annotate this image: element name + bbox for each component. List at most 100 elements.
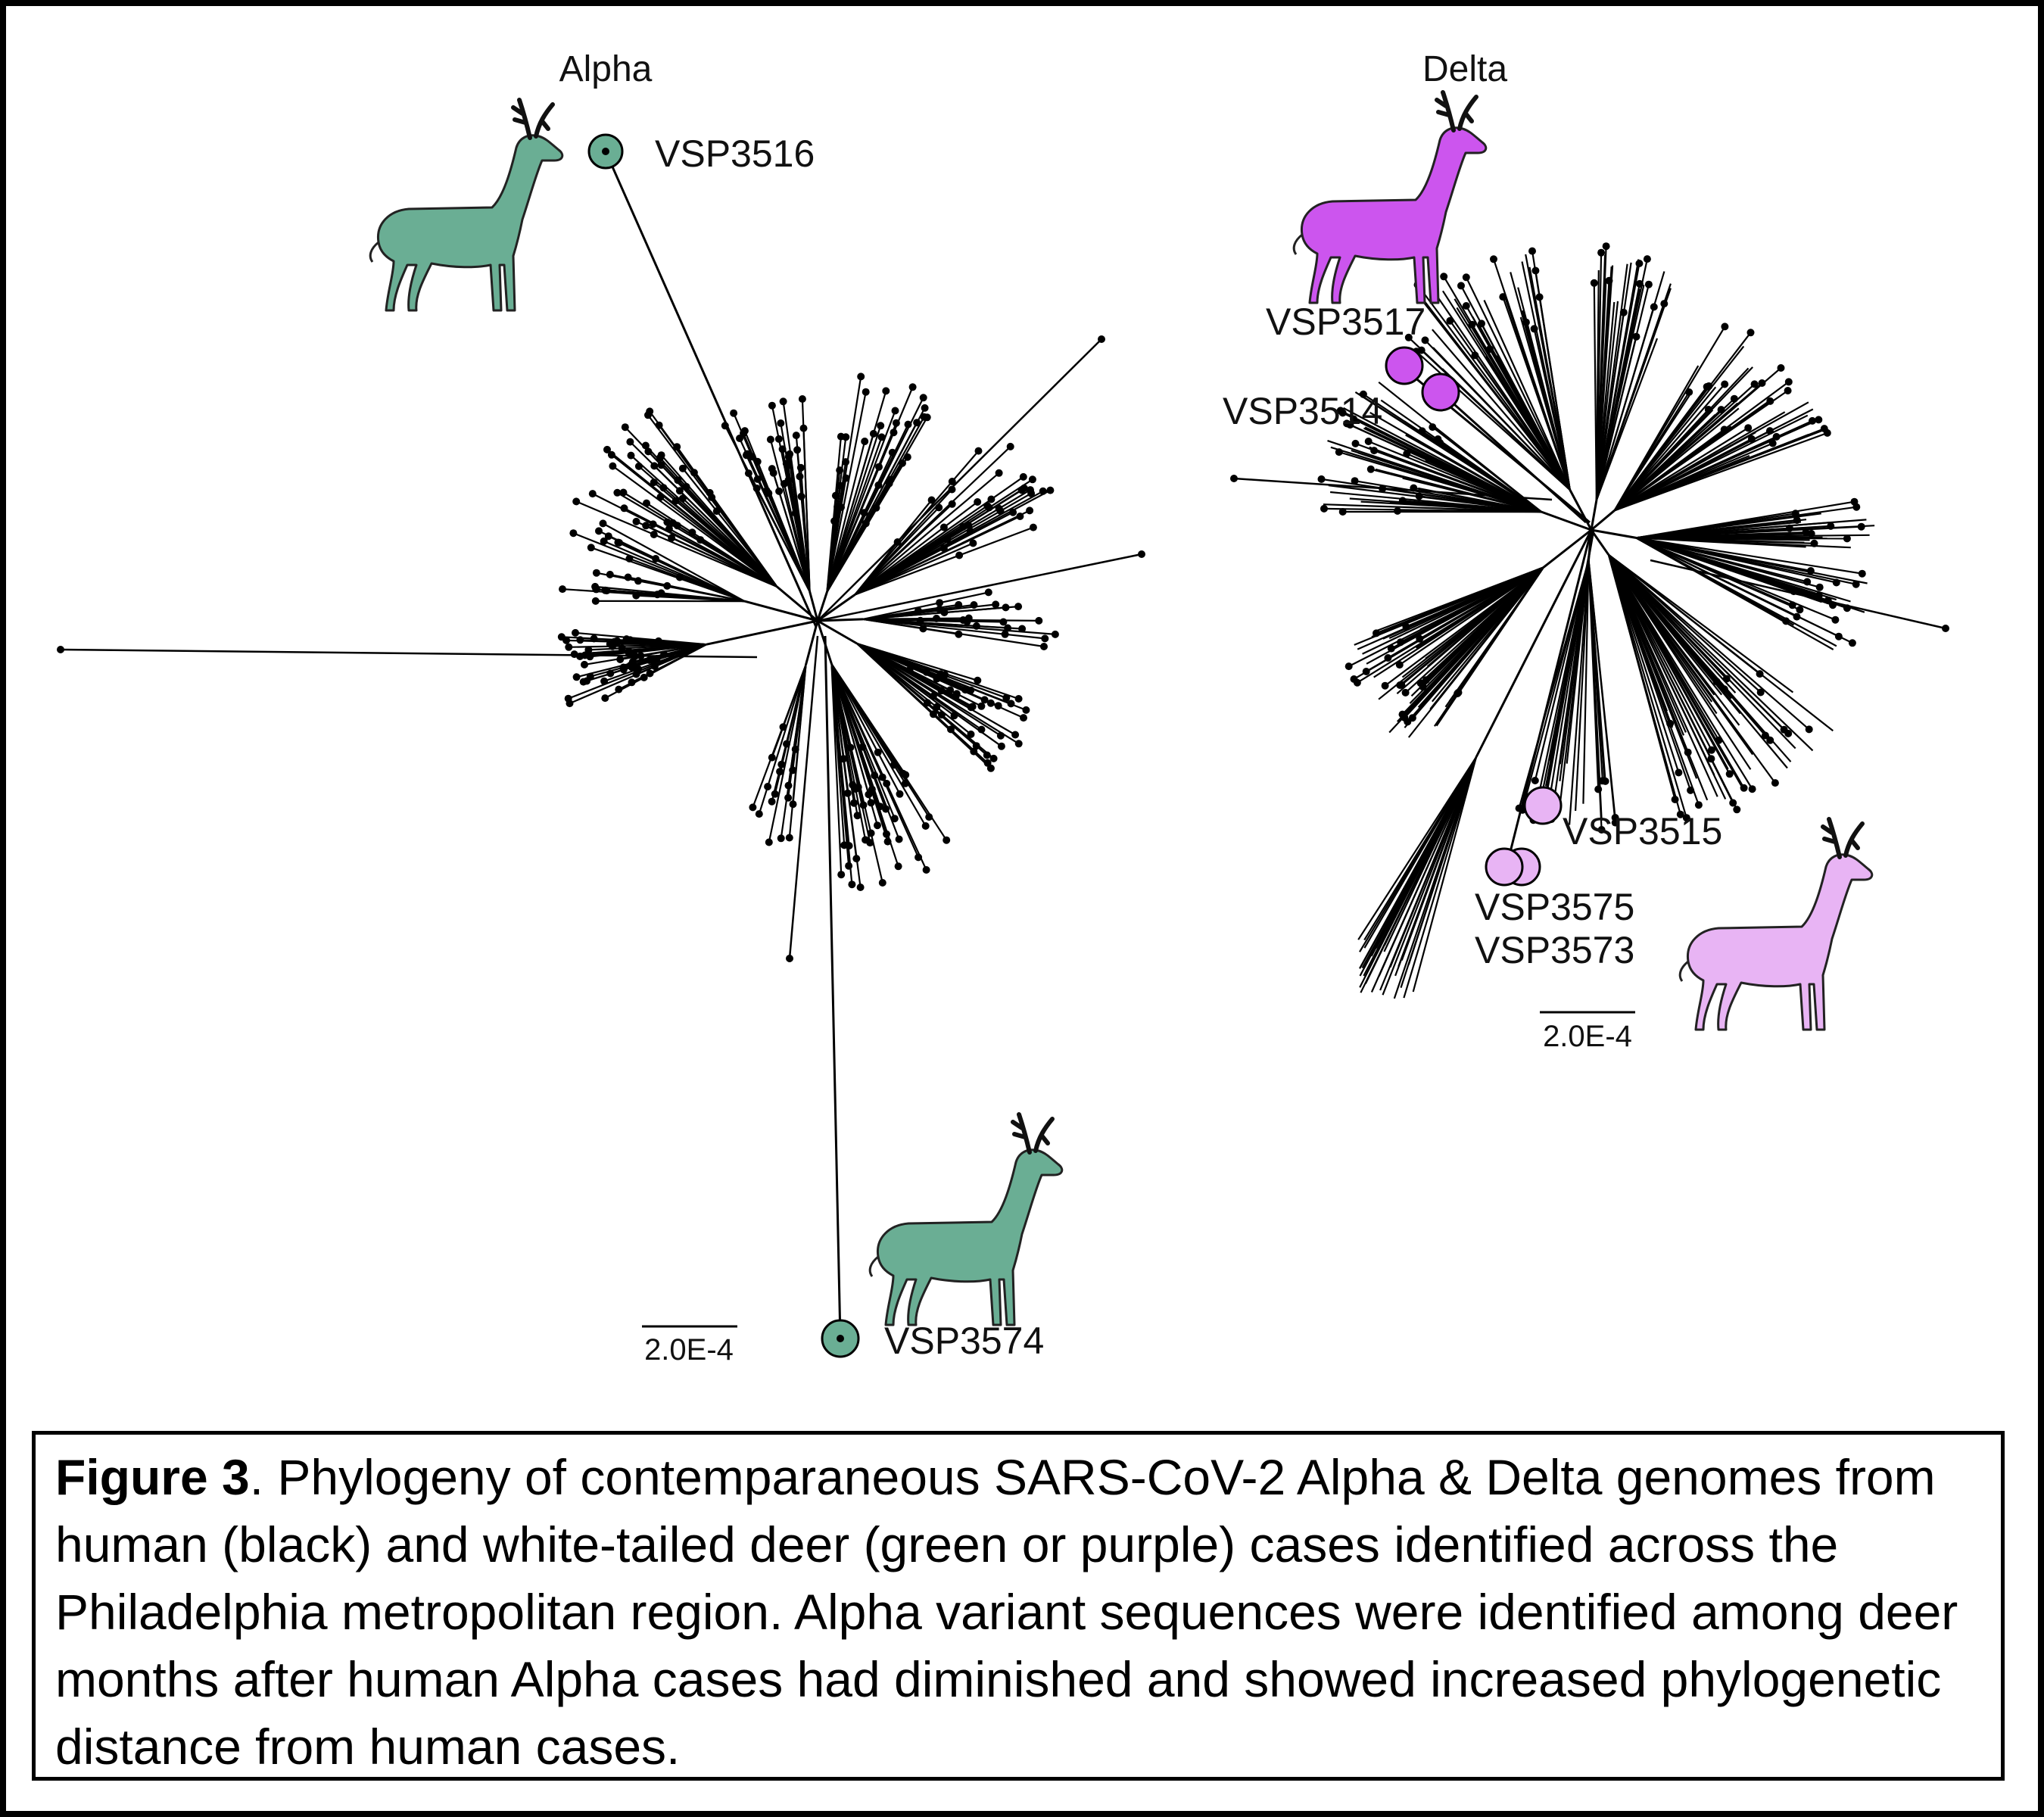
human-tip xyxy=(890,761,898,769)
human-tip xyxy=(969,539,977,547)
human-branch xyxy=(658,425,778,587)
human-tip xyxy=(967,686,975,694)
human-tip xyxy=(1597,826,1606,834)
human-tip xyxy=(885,479,893,488)
human-tip xyxy=(1014,603,1023,611)
human-branch xyxy=(1613,425,1732,512)
human-branch xyxy=(602,522,745,603)
alpha-title: Alpha xyxy=(559,49,653,89)
human-tip xyxy=(730,409,738,417)
human-tip xyxy=(1007,700,1015,708)
human-branch xyxy=(1359,756,1477,977)
human-tip xyxy=(1707,755,1715,763)
human-tip xyxy=(628,678,636,687)
human-branch xyxy=(1635,537,1856,585)
human-branch xyxy=(1635,537,1862,575)
human-tip xyxy=(1370,447,1379,455)
human-branch xyxy=(1595,259,1640,500)
human-branch xyxy=(1614,429,1826,512)
human-tip xyxy=(650,462,659,470)
human-branch xyxy=(1534,559,1590,781)
human-branch xyxy=(1388,566,1544,639)
phylogeny-figure: Alpha VSP3516 VSP3574 2.0E-4 Delta VSP35… xyxy=(57,49,1949,1367)
human-branch xyxy=(618,541,745,603)
human-tip xyxy=(798,395,806,403)
human-tip xyxy=(955,600,963,609)
human-tip xyxy=(1446,316,1454,325)
human-branch xyxy=(1635,519,1807,539)
human-branch xyxy=(830,664,843,875)
human-branch xyxy=(592,493,777,587)
human-tip xyxy=(1381,681,1389,690)
human-tip xyxy=(859,801,868,809)
human-branch xyxy=(1608,553,1794,693)
human-tip xyxy=(852,855,861,863)
human-tip xyxy=(1729,799,1737,807)
human-tip xyxy=(607,450,615,459)
human-branch xyxy=(1635,500,1855,539)
human-branch xyxy=(1635,537,1797,618)
human-tip xyxy=(929,710,937,718)
human-tip xyxy=(632,517,640,525)
human-tip xyxy=(1768,439,1777,447)
human-tip xyxy=(1019,472,1027,481)
human-tip xyxy=(895,835,903,843)
human-branch xyxy=(1590,529,1610,556)
human-tip xyxy=(1744,424,1753,432)
human-branch xyxy=(1613,332,1752,511)
human-branch xyxy=(830,663,907,776)
human-tip xyxy=(922,668,930,676)
human-branch xyxy=(805,620,819,665)
human-branch xyxy=(781,449,811,592)
human-tip xyxy=(675,573,684,581)
human-tip xyxy=(559,585,566,594)
human-tip xyxy=(584,646,593,654)
human-tip xyxy=(764,783,772,790)
human-tip xyxy=(649,520,657,528)
human-tip xyxy=(921,404,929,412)
human-tip xyxy=(1942,625,1949,632)
human-branch xyxy=(1607,554,1752,770)
alpha-scale-label: 2.0E-4 xyxy=(644,1333,734,1367)
human-tip xyxy=(846,743,855,752)
alpha-branch-vsp3516 xyxy=(604,151,818,628)
human-tip xyxy=(1351,439,1360,447)
human-branch xyxy=(1475,529,1593,758)
human-tip xyxy=(967,730,975,738)
human-tip xyxy=(1041,634,1049,643)
delta-human-tree xyxy=(1230,242,1949,999)
human-tip xyxy=(657,589,665,597)
human-tip xyxy=(1740,784,1748,792)
human-tip xyxy=(1594,785,1603,793)
human-branch xyxy=(830,663,879,826)
human-branch xyxy=(854,510,1030,596)
alpha-branch-vsp3574 xyxy=(824,635,842,1339)
human-tip xyxy=(588,490,597,498)
human-tip xyxy=(678,494,687,503)
human-branch xyxy=(1607,554,1731,774)
human-tip xyxy=(615,685,623,693)
deer-tip-dot xyxy=(837,1335,844,1342)
human-tip xyxy=(576,653,584,660)
human-tip xyxy=(1138,550,1145,558)
human-branch xyxy=(809,591,819,622)
human-branch xyxy=(1569,489,1593,531)
delta-branch-vsp3575 xyxy=(1505,529,1593,868)
human-branch xyxy=(1608,554,1715,696)
human-tip xyxy=(1018,625,1027,633)
human-branch xyxy=(1382,756,1478,996)
human-tip xyxy=(1834,632,1843,640)
human-tip xyxy=(1404,333,1413,341)
human-tip xyxy=(1784,378,1793,386)
human-tip xyxy=(908,383,917,391)
human-tip xyxy=(1715,736,1723,744)
human-branch xyxy=(1370,468,1542,513)
deer-tip-vsp3514 xyxy=(1421,372,1460,412)
human-tip xyxy=(625,554,634,563)
human-tip xyxy=(955,551,964,559)
human-branch xyxy=(626,638,707,646)
human-tip xyxy=(996,507,1005,515)
human-tip xyxy=(766,435,774,444)
human-branch xyxy=(1378,756,1478,977)
human-branch xyxy=(854,503,953,596)
